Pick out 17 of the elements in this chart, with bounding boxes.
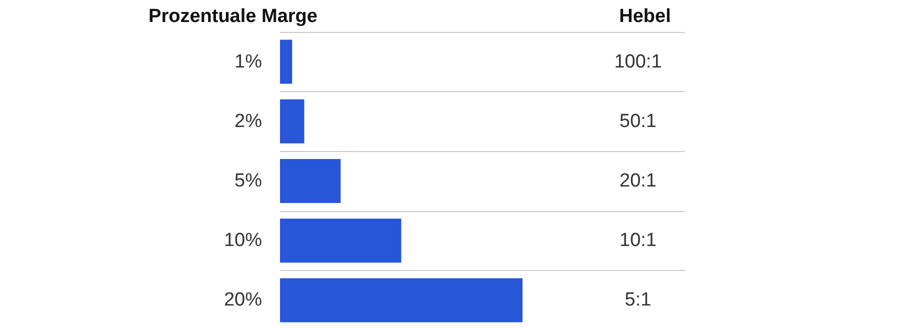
data-label: 2% [234,110,262,132]
y-tick-label: 10:1 [620,230,656,252]
bar [280,218,402,263]
y-tick-label: 5:1 [624,290,652,311]
data-label: 20% [224,290,262,311]
y-axis-title: Hebel [619,6,671,27]
y-tick-label: 20:1 [620,170,656,192]
bar [280,159,341,203]
y-tick-label: 100:1 [614,51,662,72]
y-tick-label: 50:1 [620,110,656,132]
data-label: 5% [234,170,262,192]
bar [280,278,523,322]
bar [280,40,292,84]
bar [280,99,304,144]
data-label: 1% [234,51,262,72]
data-label: 10% [224,230,262,252]
x-axis-title: Prozentuale Marge [148,6,318,27]
